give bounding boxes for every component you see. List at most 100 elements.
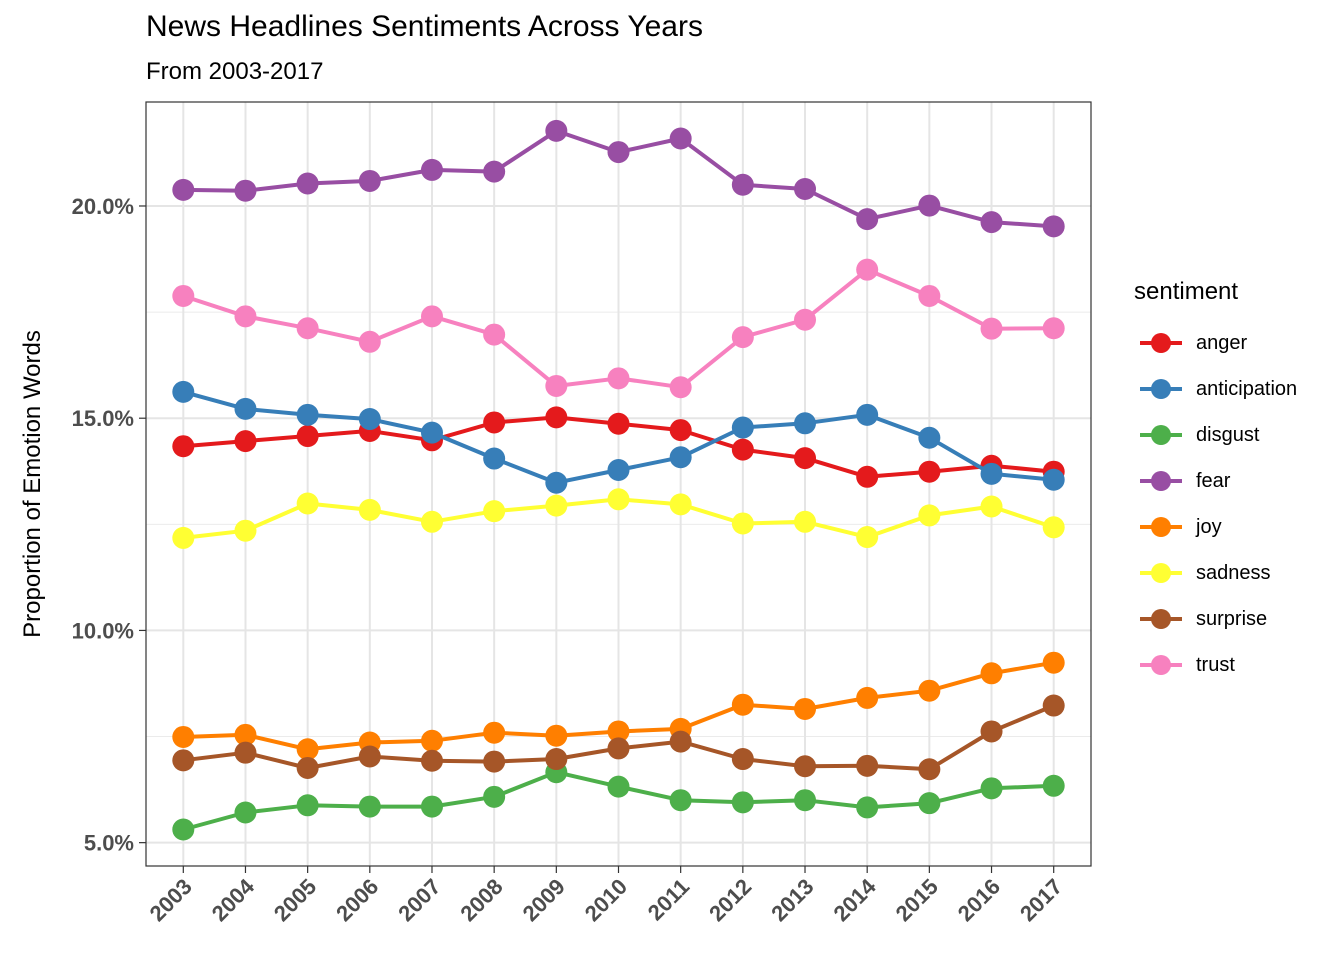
x-axis: 2003 2004 2005 2006 2007 2008 2009 2010 2011 2012… — [145, 866, 1067, 926]
data-point-anger — [794, 447, 817, 470]
data-point-sadness — [794, 510, 817, 533]
chart-subtitle: From 2003-2017 — [146, 58, 324, 85]
y-tick-label: 20.0% — [72, 194, 134, 219]
x-tick-label: 2007 — [393, 874, 445, 926]
data-point-trust — [607, 367, 630, 390]
legend-title: sentiment — [1134, 278, 1239, 305]
data-point-trust — [1042, 317, 1065, 340]
data-point-joy — [856, 686, 879, 709]
data-point-trust — [794, 308, 817, 331]
y-tick-label: 5.0% — [84, 831, 134, 856]
x-tick-label: 2008 — [455, 874, 507, 926]
data-point-sadness — [358, 498, 381, 521]
legend-key-disgust — [1140, 425, 1182, 445]
data-point-fear — [172, 178, 195, 201]
x-tick-label: 2015 — [891, 874, 943, 926]
data-point-fear — [483, 160, 506, 183]
legend-item-anticipation: anticipation — [1134, 366, 1297, 412]
data-point-surprise — [794, 755, 817, 778]
legend-item-trust: trust — [1134, 642, 1297, 688]
data-point-sadness — [483, 500, 506, 523]
data-point-disgust — [234, 801, 257, 824]
x-tick-label: 2003 — [145, 874, 197, 926]
data-point-trust — [731, 326, 754, 349]
data-point-anticipation — [731, 416, 754, 439]
data-point-disgust — [669, 789, 692, 812]
data-point-joy — [980, 662, 1003, 685]
legend-label: disgust — [1196, 423, 1260, 446]
y-axis-title: Proportion of Emotion Words — [19, 330, 46, 638]
data-point-surprise — [731, 748, 754, 771]
data-point-disgust — [794, 789, 817, 812]
data-point-fear — [358, 169, 381, 192]
data-point-trust — [545, 374, 568, 397]
x-tick-label: 2017 — [1015, 874, 1067, 926]
data-point-anger — [483, 411, 506, 434]
legend-key-trust — [1140, 655, 1182, 675]
x-tick-label: 2014 — [828, 873, 881, 926]
data-point-joy — [918, 679, 941, 702]
x-tick-label: 2009 — [518, 874, 570, 926]
chart-title: News Headlines Sentiments Across Years — [146, 10, 703, 43]
data-point-surprise — [918, 758, 941, 781]
legend-label: joy — [1196, 515, 1222, 538]
data-point-sadness — [420, 510, 443, 533]
data-point-anticipation — [918, 426, 941, 449]
data-point-trust — [234, 305, 257, 328]
x-tick-label: 2010 — [580, 874, 632, 926]
data-point-trust — [856, 258, 879, 281]
x-tick-label: 2006 — [331, 874, 383, 926]
data-point-anger — [669, 419, 692, 442]
data-point-disgust — [483, 785, 506, 808]
data-point-disgust — [731, 791, 754, 814]
data-point-trust — [980, 317, 1003, 340]
legend-item-joy: joy — [1134, 504, 1297, 550]
x-tick-label: 2013 — [766, 874, 818, 926]
y-tick-label: 15.0% — [72, 406, 134, 431]
data-point-sadness — [669, 493, 692, 516]
data-point-disgust — [980, 777, 1003, 800]
data-point-anticipation — [172, 380, 195, 403]
data-point-sadness — [607, 488, 630, 511]
data-point-fear — [545, 119, 568, 142]
data-point-joy — [296, 738, 319, 761]
legend-item-fear: fear — [1134, 458, 1297, 504]
legend-item-sadness: sadness — [1134, 550, 1297, 596]
data-point-disgust — [172, 818, 195, 841]
data-point-surprise — [420, 749, 443, 772]
legend-label: anger — [1196, 331, 1248, 354]
data-point-sadness — [172, 526, 195, 549]
data-point-anticipation — [234, 397, 257, 420]
legend-label: fear — [1196, 469, 1231, 492]
series-layer — [172, 119, 1065, 841]
y-axis: 5.0% 10.0% 15.0% 20.0% — [72, 194, 146, 856]
data-point-trust — [918, 284, 941, 307]
data-point-joy — [545, 724, 568, 747]
data-point-fear — [234, 179, 257, 202]
data-point-surprise — [980, 720, 1003, 743]
data-point-fear — [794, 178, 817, 201]
data-point-surprise — [1042, 694, 1065, 717]
data-point-sadness — [731, 512, 754, 535]
data-point-fear — [856, 208, 879, 231]
data-point-trust — [669, 376, 692, 399]
data-point-disgust — [296, 794, 319, 817]
data-point-surprise — [607, 737, 630, 760]
legend-label: anticipation — [1196, 377, 1298, 400]
data-point-fear — [296, 172, 319, 195]
data-point-fear — [731, 173, 754, 196]
data-point-joy — [1042, 651, 1065, 674]
data-point-anticipation — [545, 471, 568, 494]
data-point-sadness — [545, 494, 568, 517]
data-point-joy — [731, 693, 754, 716]
data-point-anticipation — [483, 447, 506, 470]
data-point-fear — [980, 211, 1003, 234]
data-point-surprise — [296, 756, 319, 779]
data-point-anticipation — [607, 458, 630, 481]
data-point-surprise — [358, 745, 381, 768]
data-point-anger — [545, 406, 568, 429]
data-point-disgust — [420, 795, 443, 818]
data-point-joy — [483, 721, 506, 744]
data-point-anticipation — [358, 408, 381, 431]
